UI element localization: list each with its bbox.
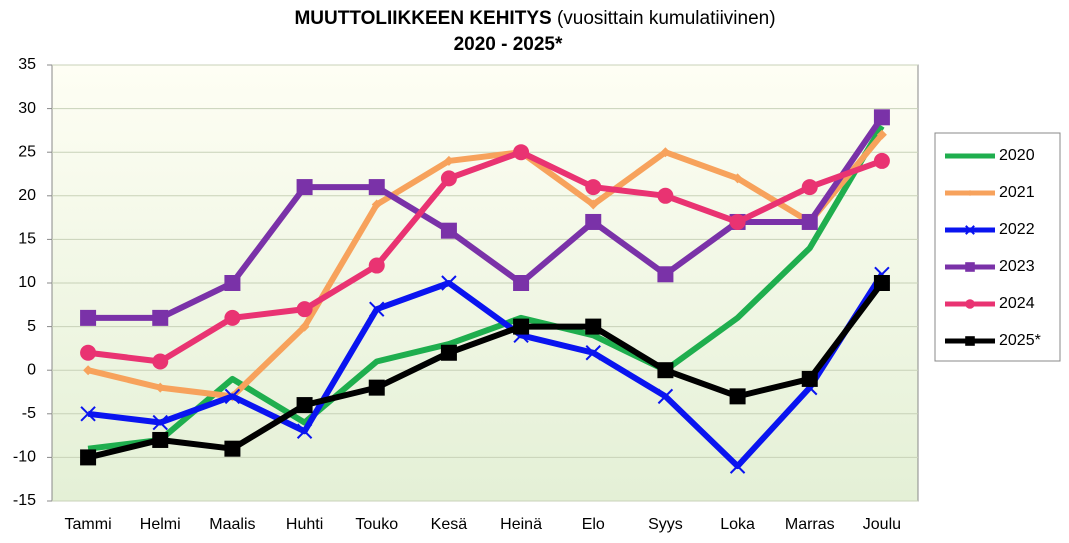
marker	[513, 318, 530, 335]
marker	[801, 370, 818, 387]
marker	[657, 266, 674, 283]
marker	[368, 257, 385, 274]
x-tick-label: Touko	[355, 516, 398, 533]
x-tick-label: Heinä	[500, 516, 542, 533]
marker	[965, 262, 975, 272]
chart-subtitle: (vuosittain kumulatiivinen)	[557, 8, 776, 29]
marker	[443, 155, 454, 166]
marker	[83, 365, 94, 376]
marker	[224, 388, 241, 405]
marker	[152, 353, 169, 370]
legend-label: 2021	[999, 184, 1035, 201]
marker	[585, 318, 602, 335]
marker	[729, 388, 746, 405]
x-tick-label: Kesä	[431, 516, 468, 533]
marker	[224, 275, 241, 291]
marker	[80, 344, 97, 361]
marker	[296, 179, 313, 196]
x-tick-label: Helmi	[140, 516, 181, 533]
y-tick-label: -15	[13, 492, 36, 509]
marker	[224, 309, 241, 326]
marker	[152, 309, 169, 326]
x-tick-label: Maalis	[209, 516, 255, 533]
marker	[732, 173, 743, 184]
marker	[296, 423, 313, 439]
series-line	[87, 272, 885, 470]
marker	[967, 190, 973, 196]
marker	[873, 275, 890, 291]
marker	[368, 179, 385, 196]
chart-title: MUUTTOLIIKKEEN KEHITYS	[294, 8, 551, 29]
x-tick-label: Tammi	[65, 516, 112, 533]
marker	[369, 301, 385, 317]
x-tick-label: Syys	[648, 516, 683, 533]
marker	[513, 144, 530, 161]
marker	[224, 440, 241, 457]
marker	[155, 382, 166, 393]
marker	[296, 301, 313, 318]
marker	[513, 275, 530, 291]
legend-label: 2020	[999, 147, 1035, 164]
marker	[801, 213, 818, 230]
chart-title-line: MUUTTOLIIKKEEN KEHITYS (vuosittain kumul…	[294, 8, 775, 29]
y-tick-label: 0	[27, 361, 36, 378]
marker	[152, 414, 168, 431]
marker	[585, 345, 601, 361]
legend-label: 2023	[999, 258, 1035, 275]
y-tick-label: 15	[18, 231, 36, 248]
marker	[152, 431, 169, 448]
marker	[965, 336, 975, 346]
y-tick-label: 25	[18, 143, 36, 160]
marker	[585, 179, 602, 196]
marker	[371, 199, 382, 210]
series-line	[88, 115, 885, 321]
marker	[657, 187, 674, 204]
y-tick-label: 30	[18, 100, 36, 117]
chart-title-2: 2020 - 2025*	[454, 34, 563, 55]
legend-label: 2022	[999, 221, 1035, 238]
marker	[80, 309, 97, 326]
y-tick-label: -10	[13, 449, 36, 466]
marker	[80, 406, 96, 422]
series-line	[87, 124, 885, 452]
y-tick-label: 10	[18, 274, 36, 291]
series-line	[87, 132, 885, 400]
legend	[934, 132, 1061, 362]
marker	[368, 379, 385, 396]
marker	[965, 299, 975, 309]
marker	[729, 213, 746, 230]
marker	[80, 449, 97, 466]
series-line	[87, 149, 883, 365]
marker	[440, 344, 457, 361]
y-tick-label: -5	[22, 405, 36, 422]
x-tick-label: Joulu	[863, 516, 901, 533]
marker	[441, 275, 457, 291]
legend-label: 2025*	[999, 332, 1041, 349]
x-tick-label: Elo	[582, 516, 605, 533]
marker	[299, 321, 310, 332]
legend-label: 2024	[999, 295, 1035, 312]
marker	[873, 152, 890, 169]
marker	[588, 199, 599, 210]
marker	[585, 213, 602, 230]
marker	[657, 362, 674, 379]
marker	[657, 388, 674, 405]
y-tick-label: 20	[18, 187, 36, 204]
marker	[873, 109, 890, 126]
marker	[965, 225, 975, 235]
x-tick-label: Huhti	[286, 516, 323, 533]
marker	[876, 129, 887, 140]
marker	[440, 222, 457, 239]
marker	[296, 397, 313, 414]
x-tick-label: Loka	[720, 516, 755, 533]
series-line	[87, 281, 885, 461]
x-tick-label: Marras	[785, 516, 835, 533]
marker	[440, 170, 457, 187]
marker	[801, 179, 818, 196]
y-tick-label: 5	[27, 318, 36, 335]
y-tick-label: 35	[18, 56, 36, 73]
marker	[660, 147, 671, 158]
marker	[729, 458, 746, 474]
